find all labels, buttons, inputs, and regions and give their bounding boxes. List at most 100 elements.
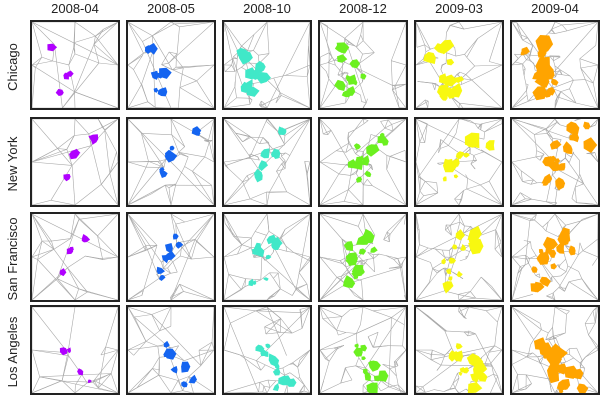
mesh-edge — [304, 390, 310, 393]
mesh-edge — [164, 185, 172, 205]
region-patch — [463, 367, 470, 374]
mesh-edge — [198, 341, 213, 351]
mesh-edge — [245, 278, 261, 281]
mesh-edge — [248, 119, 310, 180]
panel-san-francisco-2008-05 — [126, 212, 216, 302]
mesh-edge — [449, 25, 464, 30]
mesh-edge — [565, 157, 584, 184]
mesh-edge — [66, 135, 75, 150]
mesh-edge — [268, 308, 281, 319]
mesh-edge — [388, 386, 406, 393]
filled-regions — [236, 47, 271, 97]
mesh-edge — [434, 248, 445, 258]
mesh-edge — [397, 256, 406, 259]
mesh-edge — [568, 281, 598, 300]
mesh-edge — [520, 34, 523, 41]
mesh-edge — [74, 22, 96, 37]
mesh-edge — [387, 119, 393, 125]
mesh-edge — [100, 346, 106, 356]
region-patch — [161, 255, 170, 264]
mesh-edge — [416, 349, 432, 360]
panel-los-angeles-2008-04 — [30, 305, 120, 395]
region-patch — [159, 67, 172, 79]
region-patch — [453, 174, 459, 179]
mesh-edge — [394, 64, 406, 87]
mesh-edge — [255, 310, 293, 334]
mesh-plot — [416, 214, 502, 300]
mesh-edge — [265, 120, 279, 133]
mesh-edge — [494, 249, 502, 258]
mesh-edge — [475, 333, 499, 377]
region-patch — [449, 82, 463, 98]
mesh-edge — [568, 278, 582, 282]
mesh-edge — [526, 84, 529, 91]
mesh-edge — [458, 22, 465, 30]
mesh-edge — [565, 281, 570, 289]
mesh-edge — [440, 145, 449, 149]
mesh-edge — [522, 179, 534, 182]
mesh-edge — [593, 83, 598, 108]
mesh-edge — [170, 284, 180, 300]
mesh-edge — [260, 272, 270, 281]
mesh-edge — [152, 357, 160, 369]
panel-new-york-2009-03 — [414, 117, 504, 207]
region-patch — [345, 74, 353, 82]
mesh-edge — [98, 373, 112, 389]
mesh-edge — [435, 248, 443, 251]
mesh-edge — [74, 91, 118, 108]
mesh-edge — [348, 129, 355, 133]
mesh-edge — [176, 53, 178, 60]
mesh-edge — [360, 260, 363, 265]
mesh-edge — [512, 241, 531, 258]
mesh-edge — [266, 192, 270, 205]
mesh-edge — [458, 297, 476, 300]
mesh-edge — [590, 152, 598, 163]
region-patch — [274, 363, 280, 371]
mesh-edge — [416, 272, 438, 300]
mesh-edge — [512, 388, 527, 393]
mesh-edge — [449, 22, 460, 26]
mesh-edge — [51, 238, 71, 242]
mesh-edge — [101, 173, 111, 185]
mesh-edge — [337, 70, 340, 76]
mesh-edge — [443, 268, 447, 277]
region-patch — [349, 59, 360, 69]
mesh-edge — [32, 307, 69, 353]
mesh-edge — [576, 348, 583, 361]
mesh-edge — [480, 180, 490, 186]
mesh-edge — [396, 375, 399, 385]
mesh-edge — [109, 151, 117, 174]
mesh-edge — [32, 60, 53, 66]
mesh-edge — [523, 75, 527, 84]
mesh-edge — [32, 349, 69, 356]
mesh-edge — [445, 229, 452, 236]
mesh-edge — [494, 345, 502, 351]
region-patch — [354, 343, 359, 348]
mesh-edge — [436, 182, 439, 193]
mesh-edge — [512, 198, 526, 205]
mesh-edge — [546, 133, 553, 142]
mesh-edge — [32, 200, 51, 205]
mesh-edge — [512, 364, 518, 375]
mesh-edge — [444, 256, 448, 261]
mesh-edge — [327, 130, 332, 135]
mesh-edge — [469, 153, 474, 156]
mesh-edge — [237, 247, 252, 255]
mesh-edge — [432, 83, 436, 91]
mesh-edge — [248, 97, 253, 101]
filled-regions — [63, 134, 99, 182]
mesh-edge — [93, 349, 118, 381]
region-patch — [583, 137, 598, 153]
mesh-edge — [171, 134, 179, 153]
mesh-edge — [241, 244, 252, 249]
mesh-edge — [233, 56, 238, 60]
mesh-edge — [284, 372, 291, 376]
mesh-edge — [526, 95, 529, 102]
mesh-edge — [285, 152, 290, 156]
mesh-edge — [346, 43, 367, 103]
region-patch — [549, 140, 562, 150]
mesh-edge — [480, 184, 502, 205]
mesh-edge — [78, 214, 118, 220]
panel-los-angeles-2008-05 — [126, 305, 216, 395]
mesh-edge — [320, 361, 330, 393]
